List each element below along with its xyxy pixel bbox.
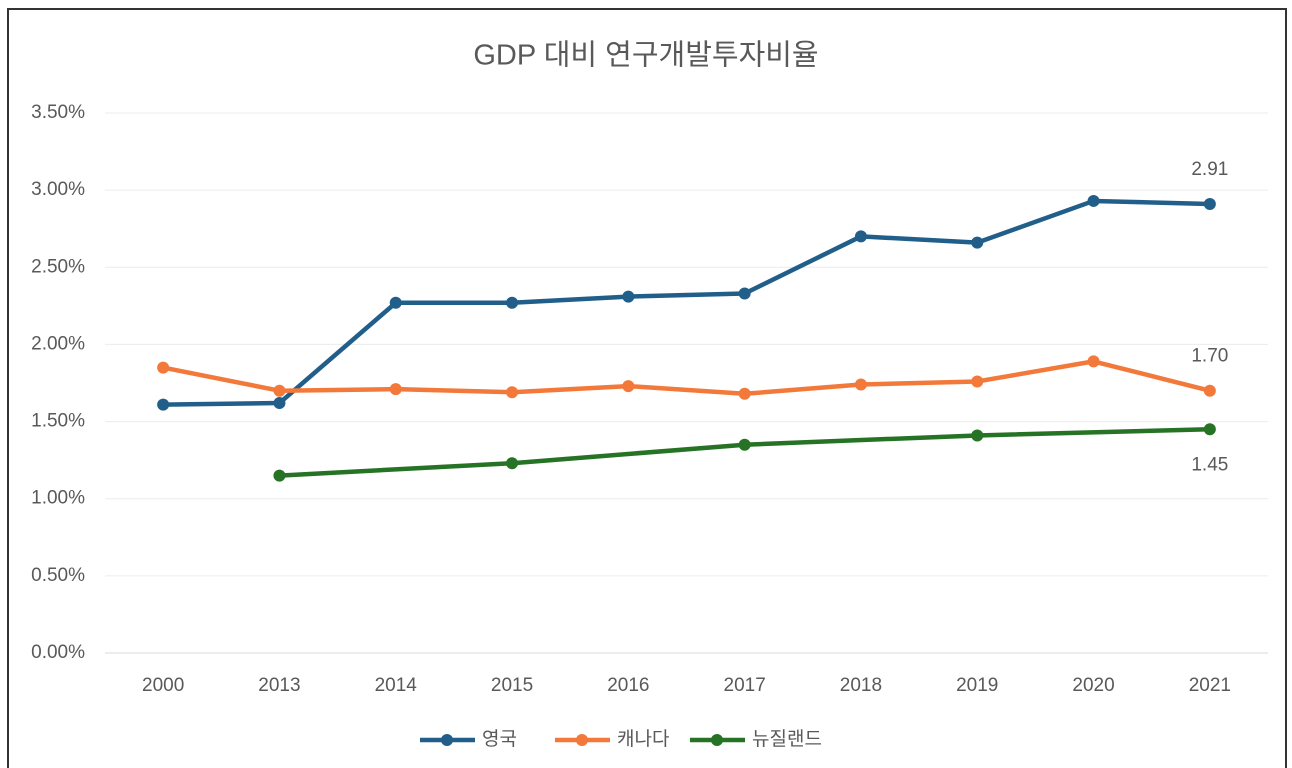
x-tick-label: 2021: [1189, 675, 1231, 696]
series-marker: [738, 387, 751, 400]
series-marker: [273, 397, 286, 410]
series-marker: [157, 398, 170, 411]
y-tick-label: 1.50%: [31, 411, 85, 432]
x-tick-label: 2020: [1072, 675, 1114, 696]
legend-label: 뉴질랜드: [752, 728, 822, 750]
series-marker: [1203, 423, 1216, 436]
x-tick-label: 2014: [375, 675, 418, 696]
series-marker: [622, 380, 635, 393]
series-marker: [854, 378, 867, 391]
series-marker: [273, 469, 286, 482]
y-tick-label: 3.50%: [31, 102, 85, 123]
series-marker: [971, 236, 984, 249]
y-tick-label: 0.50%: [31, 565, 85, 586]
series-marker: [971, 429, 984, 442]
y-tick-label: 2.50%: [31, 256, 85, 277]
legend-marker: [576, 734, 588, 746]
y-tick-label: 0.00%: [31, 642, 85, 663]
series-marker: [622, 290, 635, 303]
series-marker: [854, 230, 867, 243]
x-tick-label: 2000: [142, 675, 184, 696]
x-tick-label: 2018: [840, 675, 882, 696]
x-tick-label: 2013: [258, 675, 300, 696]
y-tick-label: 2.00%: [31, 333, 85, 354]
series-marker: [1203, 198, 1216, 211]
series-marker: [738, 287, 751, 300]
legend-marker: [711, 734, 723, 746]
legend-label: 캐나다: [617, 728, 669, 750]
data-label: 1.70: [1191, 346, 1228, 367]
series-marker: [506, 386, 519, 399]
x-tick-label: 2017: [724, 675, 766, 696]
series-marker: [1087, 194, 1100, 207]
series-marker: [1087, 355, 1100, 368]
series-marker: [506, 296, 519, 309]
x-tick-label: 2015: [491, 675, 533, 696]
series-marker: [506, 457, 519, 470]
series-marker: [389, 383, 402, 396]
series-line: [163, 198, 1210, 407]
series-line: [162, 359, 1211, 397]
data-label: 2.91: [1191, 159, 1228, 180]
series-marker: [273, 384, 286, 397]
legend-label: 영국: [482, 728, 517, 750]
series-marker: [157, 361, 170, 374]
chart-title: GDP 대비 연구개발투자비율: [473, 39, 818, 72]
series-marker: [389, 296, 402, 309]
series-marker: [738, 438, 751, 451]
y-tick-label: 1.00%: [31, 488, 85, 509]
legend-marker: [441, 734, 453, 746]
series-marker: [971, 375, 984, 388]
x-tick-label: 2019: [956, 675, 998, 696]
x-tick-label: 2016: [607, 675, 649, 696]
data-label: 1.45: [1191, 454, 1228, 475]
y-tick-label: 3.00%: [31, 179, 85, 200]
series-marker: [1203, 384, 1216, 397]
